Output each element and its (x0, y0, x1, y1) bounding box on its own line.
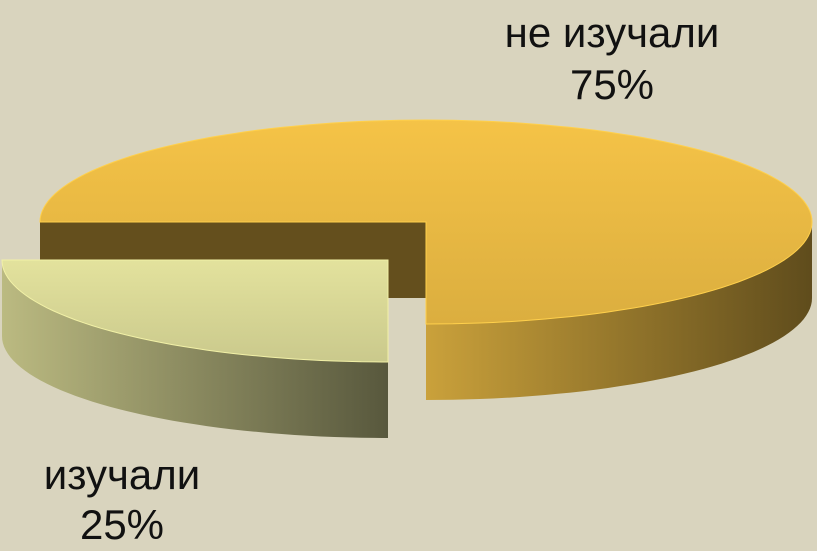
slice-side (426, 222, 812, 400)
slice-top (1, 259, 389, 363)
slice (1, 259, 389, 438)
slice-value-label: 75% (570, 61, 654, 108)
slice-side (2, 260, 388, 438)
pie (1, 119, 813, 438)
slice-label: изучали (44, 451, 200, 498)
slice-value-label: 25% (80, 501, 164, 548)
slice-label: не изучали (505, 9, 720, 56)
slice-top (39, 119, 813, 325)
